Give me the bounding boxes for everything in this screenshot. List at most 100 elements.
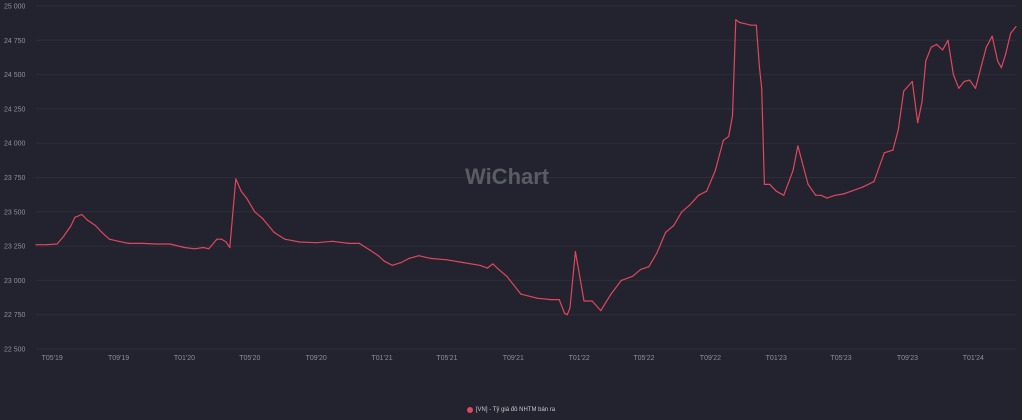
y-tick-label: 25 000: [4, 4, 26, 11]
y-tick-label: 23 250: [4, 244, 26, 251]
data-point: [761, 87, 763, 89]
x-tick-label: T01'24: [963, 355, 984, 362]
x-tick-label: T05'23: [830, 355, 851, 362]
x-tick-label: T05'22: [633, 355, 654, 362]
data-point: [1010, 32, 1012, 35]
y-tick-label: 24 000: [4, 141, 26, 148]
data-point: [284, 238, 286, 240]
data-point: [62, 235, 65, 238]
data-point: [665, 231, 667, 233]
x-tick-label: T09'22: [700, 355, 721, 362]
legend-label: [VN] - Tỷ giá đô NHTM bán ra: [475, 407, 556, 413]
data-point: [141, 242, 143, 244]
y-tick-label: 22 750: [4, 312, 26, 319]
y-tick-label: 24 250: [4, 106, 26, 113]
data-point: [216, 238, 218, 240]
y-tick-label: 23 500: [4, 209, 26, 216]
data-point: [963, 80, 965, 83]
data-point: [183, 246, 186, 249]
x-axis: T05'19 T09'19 T01'20 T05'20 T09'20 T01'21 T05'…: [42, 355, 984, 362]
data-point: [985, 46, 987, 48]
data-point: [775, 190, 777, 192]
data-point: [942, 49, 944, 51]
data-point: [921, 101, 923, 103]
grid: [36, 5, 1016, 350]
data-point: [697, 194, 700, 196]
data-point: [56, 243, 58, 245]
data-point: [1005, 53, 1007, 55]
x-tick-label: T09'21: [503, 355, 524, 362]
data-point: [221, 238, 223, 240]
data-point: [246, 197, 248, 199]
x-tick-label: T01'20: [174, 355, 195, 362]
data-point: [591, 300, 593, 302]
data-point: [807, 183, 809, 185]
data-point: [892, 149, 894, 151]
data-point: [925, 60, 927, 62]
legend[interactable]: [VN] - Tỷ giá đô NHTM bán ra: [0, 407, 1022, 414]
data-point: [714, 170, 716, 172]
data-point: [834, 194, 836, 196]
data-point: [486, 267, 488, 269]
data-point: [689, 204, 691, 206]
x-tick-label: T09'19: [108, 355, 129, 362]
data-point: [202, 246, 204, 249]
data-point: [506, 275, 508, 277]
y-tick-label: 24 750: [4, 38, 26, 45]
x-tick-label: T05'21: [436, 355, 457, 362]
data-point: [873, 181, 875, 183]
data-point: [108, 238, 110, 240]
data-point: [358, 242, 360, 244]
y-axis: 22 500 22 750 23 000 23 250 23 500 23 750 24 0…: [4, 4, 26, 354]
x-tick-label: T09'23: [897, 355, 918, 362]
data-point: [744, 23, 747, 25]
data-point: [550, 299, 552, 301]
x-tick-label: T01'23: [766, 355, 787, 362]
data-point: [997, 60, 999, 62]
data-point: [254, 211, 256, 213]
data-point: [903, 90, 905, 92]
data-point: [974, 87, 977, 89]
data-point: [640, 268, 642, 270]
data-point: [911, 80, 913, 83]
data-point: [991, 35, 993, 37]
data-point: [952, 74, 955, 76]
watermark-logo: WiChart: [465, 164, 550, 189]
data-point: [498, 268, 500, 270]
x-tick-label: T09'20: [306, 355, 327, 362]
data-point: [208, 248, 210, 250]
data-point: [70, 224, 72, 227]
data-point: [947, 39, 949, 41]
data-point: [492, 263, 494, 265]
data-point: [769, 183, 771, 185]
data-point: [897, 128, 899, 131]
data-point: [235, 178, 237, 180]
y-tick-label: 23 000: [4, 278, 26, 285]
data-point: [128, 242, 130, 244]
data-point: [850, 190, 852, 192]
data-point: [86, 219, 88, 221]
data-point: [564, 312, 566, 314]
series-layer: [35, 19, 1017, 316]
data-point: [980, 67, 982, 69]
data-point: [273, 231, 275, 233]
data-point: [391, 264, 393, 266]
data-point: [728, 135, 730, 137]
data-point: [862, 186, 864, 188]
data-point: [681, 211, 683, 213]
y-tick-label: 22 500: [4, 347, 26, 354]
data-point: [792, 170, 794, 172]
series-line[interactable]: [36, 19, 1017, 316]
data-point: [479, 264, 481, 266]
data-point: [936, 43, 938, 46]
data-point: [758, 67, 761, 69]
data-point: [446, 259, 448, 261]
data-point: [600, 310, 602, 312]
data-point: [656, 252, 658, 254]
data-point: [610, 293, 612, 295]
data-point: [883, 152, 885, 154]
data-point: [722, 139, 724, 142]
data-point: [331, 240, 333, 242]
data-point: [706, 190, 708, 192]
